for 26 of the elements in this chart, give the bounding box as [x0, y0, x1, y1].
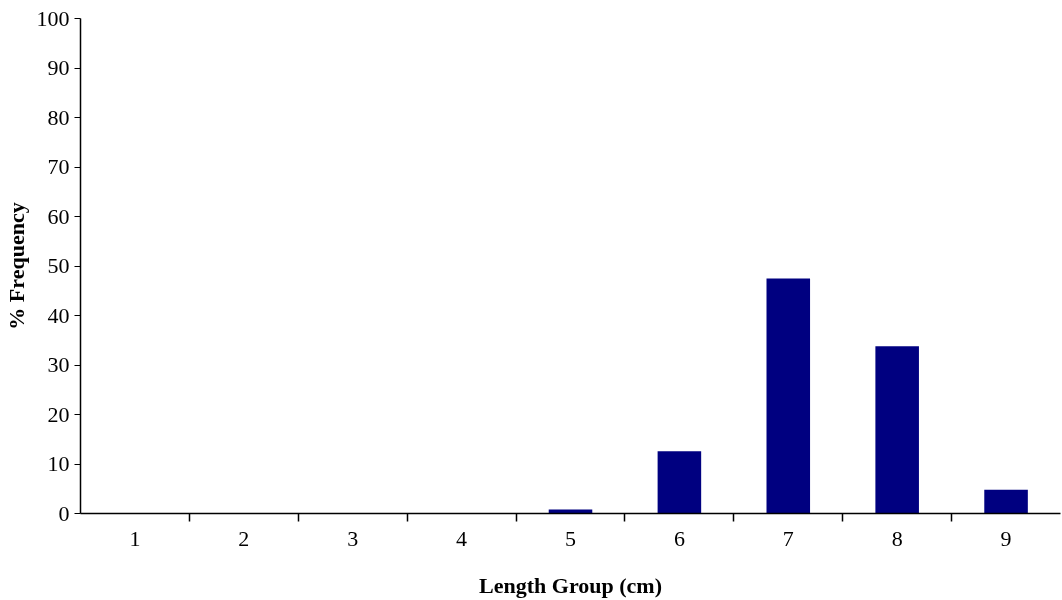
y-tick-label: 70 [47, 154, 70, 179]
y-tick-label: 100 [36, 5, 70, 31]
x-tick-label: 8 [891, 525, 903, 551]
x-tick-label: 1 [129, 525, 141, 551]
y-tick-label: 40 [47, 302, 70, 328]
y-tick-label: 0 [58, 500, 70, 526]
y-tick-label: 30 [47, 352, 70, 377]
bar [875, 346, 919, 514]
x-tick-label: 9 [1000, 525, 1012, 551]
y-axis-title: % Frequency [3, 202, 29, 330]
x-tick-label: 6 [673, 525, 685, 551]
x-tick-label: 2 [238, 525, 250, 551]
x-axis-title: Length Group (cm) [479, 572, 662, 598]
x-tick-label: 4 [456, 525, 468, 551]
x-tick-label: 5 [565, 525, 576, 551]
y-tick-label: 10 [47, 451, 70, 476]
y-tick-label: 80 [47, 104, 70, 130]
x-tick-label: 7 [782, 525, 794, 551]
bar [657, 451, 702, 514]
y-tick-label: 20 [47, 401, 70, 427]
y-tick-label: 60 [47, 203, 70, 229]
y-tick-label: 50 [47, 253, 70, 278]
x-tick-label: 3 [347, 525, 359, 551]
bar [984, 489, 1028, 514]
y-tick-label: 90 [47, 55, 70, 80]
bar [766, 278, 811, 514]
